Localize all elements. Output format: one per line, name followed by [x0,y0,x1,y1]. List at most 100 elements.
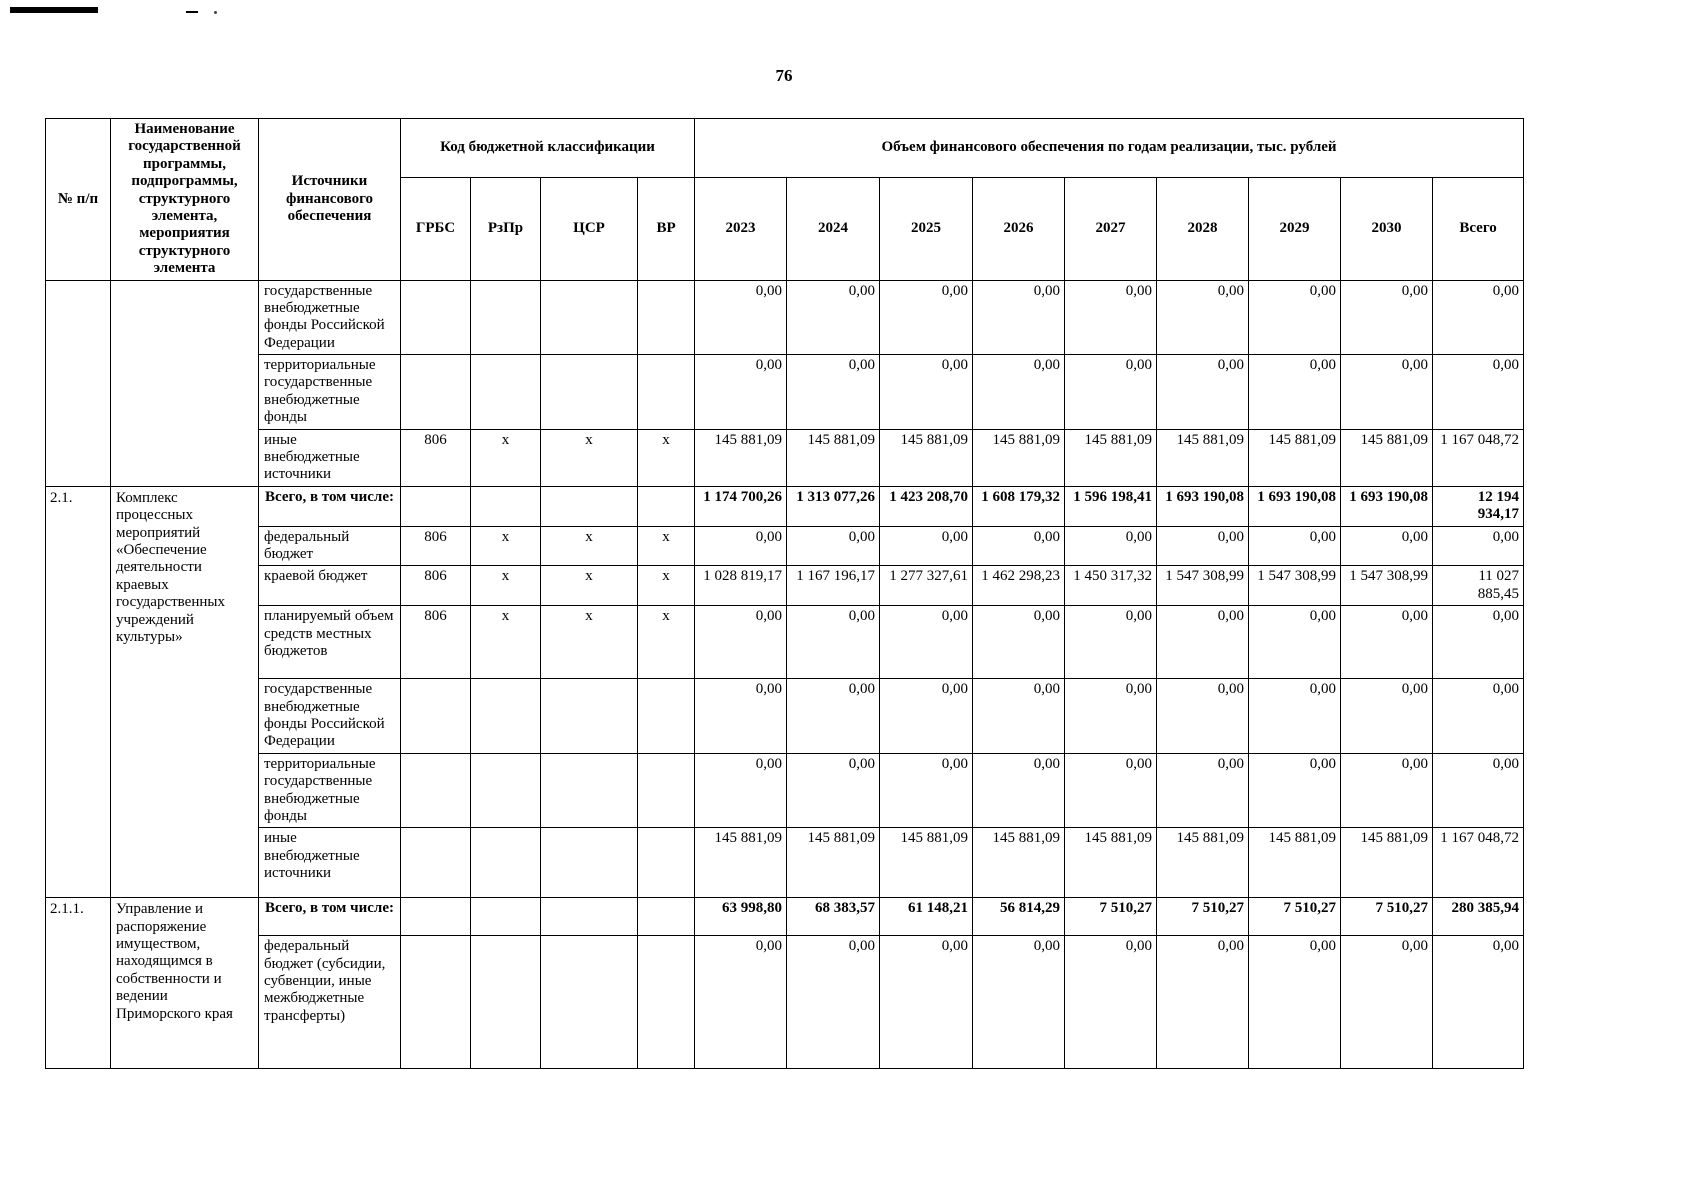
code-cell-РзПр: х [470,525,541,567]
table-row: государственные внебюджетные фонды Росси… [46,678,1525,754]
code-cell-ГРБС [400,485,471,527]
value-cell-2025: 1 277 327,61 [879,565,974,607]
value-cell-2025: 0,00 [879,525,974,567]
code-cell-ВР [636,897,696,937]
value-cell-Всего: 0,00 [1432,525,1525,567]
value-cell-2026: 0,00 [972,354,1066,430]
value-cell-2029: 0,00 [1248,752,1342,829]
value-cell-2026: 0,00 [972,279,1066,356]
table-body: государственные внебюджетные фонды Росси… [45,279,1525,1070]
value-cell-2025: 0,00 [879,752,974,829]
code-cell-РзПр [470,827,541,899]
code-cell-ЦСР: х [540,428,638,487]
value-cell-2026: 0,00 [972,605,1066,680]
value-cell-2028: 0,00 [1156,525,1250,567]
value-cell-2024: 1 167 196,17 [786,565,881,607]
value-cell-2027: 0,00 [1064,935,1158,1070]
source-cell: федеральный бюджет (субсидии, субвенции,… [258,935,401,1070]
value-cell-2023: 1 174 700,26 [694,485,788,527]
code-cell-ГРБС [400,752,471,829]
value-cell-2023: 145 881,09 [694,827,788,899]
code-cell-РзПр [470,485,541,527]
code-cell-ГРБС [400,678,471,754]
code-cell-ЦСР: х [540,565,638,607]
code-cell-РзПр: х [470,565,541,607]
header-num: № п/п [45,118,111,281]
code-cell-РзПр [470,678,541,754]
value-cell-2030: 0,00 [1340,525,1434,567]
source-cell: краевой бюджет [258,565,401,607]
value-cell-2023: 1 028 819,17 [694,565,788,607]
value-cell-2026: 0,00 [972,525,1066,567]
row-group-name [110,279,259,487]
row-group-number: 2.1. [45,485,111,899]
code-cell-ВР [636,827,696,899]
code-cell-ВР: х [636,525,696,567]
value-cell-2027: 0,00 [1064,752,1158,829]
row-group-number: 2.1.1. [45,897,111,1070]
code-cell-ЦСР [540,752,638,829]
value-cell-2028: 0,00 [1156,678,1250,754]
header-year-Всего: Всего [1432,177,1525,281]
source-cell: государственные внебюджетные фонды Росси… [258,279,401,356]
scan-artifact-bar [10,7,98,13]
header-year-2023: 2023 [694,177,788,281]
code-cell-ВР [636,354,696,430]
code-cell-ГРБС [400,827,471,899]
value-cell-2023: 0,00 [694,605,788,680]
code-cell-ВР: х [636,565,696,607]
code-cell-ВР: х [636,428,696,487]
value-cell-2027: 1 596 198,41 [1064,485,1158,527]
code-cell-РзПр [470,354,541,430]
table-row: территориальные государственные внебюдже… [46,354,1525,430]
value-cell-2027: 145 881,09 [1064,428,1158,487]
code-cell-ЦСР: х [540,525,638,567]
value-cell-2027: 1 450 317,32 [1064,565,1158,607]
code-cell-ГРБС: 806 [400,428,471,487]
value-cell-Всего: 0,00 [1432,752,1525,829]
table-row: краевой бюджет 806 х х х 1 028 819,17 1 167 19… [46,565,1525,607]
value-cell-2026: 0,00 [972,752,1066,829]
source-cell: Всего, в том числе: [258,485,401,527]
code-cell-ВР: х [636,605,696,680]
value-cell-2030: 145 881,09 [1340,428,1434,487]
source-cell: федеральный бюджет [258,525,401,567]
value-cell-2024: 145 881,09 [786,428,881,487]
value-cell-2025: 145 881,09 [879,428,974,487]
value-cell-2029: 7 510,27 [1248,897,1342,937]
value-cell-2025: 0,00 [879,678,974,754]
value-cell-2030: 1 547 308,99 [1340,565,1434,607]
table-row: 2.1. Комплекс процессных мероприятий «Обе… [45,485,1525,899]
value-cell-2025: 1 423 208,70 [879,485,974,527]
value-cell-2030: 145 881,09 [1340,827,1434,899]
value-cell-2023: 0,00 [694,525,788,567]
header-year-2026: 2026 [972,177,1066,281]
code-cell-ЦСР [540,279,638,356]
row-group-name: Комплекс процессных мероприятий «Обеспеч… [110,485,259,899]
source-cell: планируемый объем средств местных бюджет… [258,605,401,680]
value-cell-2029: 0,00 [1248,354,1342,430]
value-cell-Всего: 12 194 934,17 [1432,485,1525,527]
code-cell-ГРБС: 806 [400,525,471,567]
value-cell-Всего: 0,00 [1432,678,1525,754]
value-cell-2024: 145 881,09 [786,827,881,899]
source-cell: государственные внебюджетные фонды Росси… [258,678,401,754]
value-cell-2030: 7 510,27 [1340,897,1434,937]
header-name: Наименование государственной программы, … [110,118,259,281]
value-cell-2030: 1 693 190,08 [1340,485,1434,527]
table-header: № п/п Наименование государственной прогр… [45,117,1525,281]
code-cell-ГРБС [400,935,471,1070]
source-cell: территориальные государственные внебюдже… [258,354,401,430]
code-cell-РзПр [470,897,541,937]
value-cell-2026: 0,00 [972,935,1066,1070]
scan-artifact-dash [186,11,198,13]
code-cell-ЦСР [540,935,638,1070]
value-cell-2024: 0,00 [786,525,881,567]
value-cell-2027: 0,00 [1064,279,1158,356]
table-row: федеральный бюджет 806 х х х 0,00 0,00 0,00 0,00… [46,525,1525,567]
value-cell-2024: 0,00 [786,752,881,829]
code-cell-ВР [636,752,696,829]
code-cell-РзПр [470,752,541,829]
value-cell-2029: 0,00 [1248,678,1342,754]
header-code-РзПр: РзПр [470,177,541,281]
